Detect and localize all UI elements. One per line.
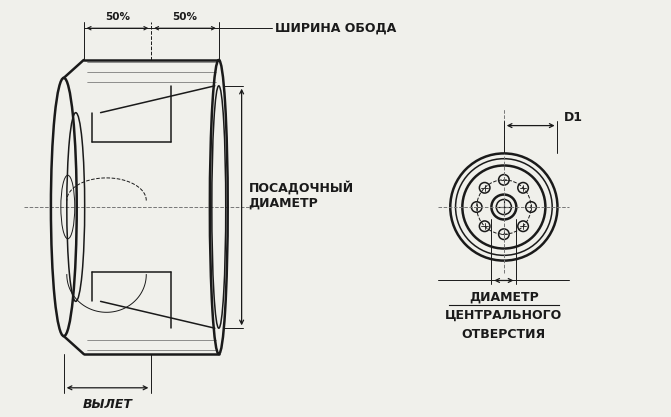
Text: ШИРИНА ОБОДА: ШИРИНА ОБОДА	[275, 22, 397, 35]
Text: ЦЕНТРАЛЬНОГО: ЦЕНТРАЛЬНОГО	[446, 309, 562, 322]
Text: ОТВЕРСТИЯ: ОТВЕРСТИЯ	[462, 328, 546, 341]
Text: ВЫЛЕТ: ВЫЛЕТ	[83, 398, 132, 411]
Text: 50%: 50%	[172, 12, 197, 22]
Text: ДИАМЕТР: ДИАМЕТР	[469, 290, 539, 304]
Text: 50%: 50%	[105, 12, 130, 22]
Text: ПОСАДОЧНЫЙ
ДИАМЕТР: ПОСАДОЧНЫЙ ДИАМЕТР	[248, 181, 354, 210]
Text: D1: D1	[564, 111, 582, 123]
